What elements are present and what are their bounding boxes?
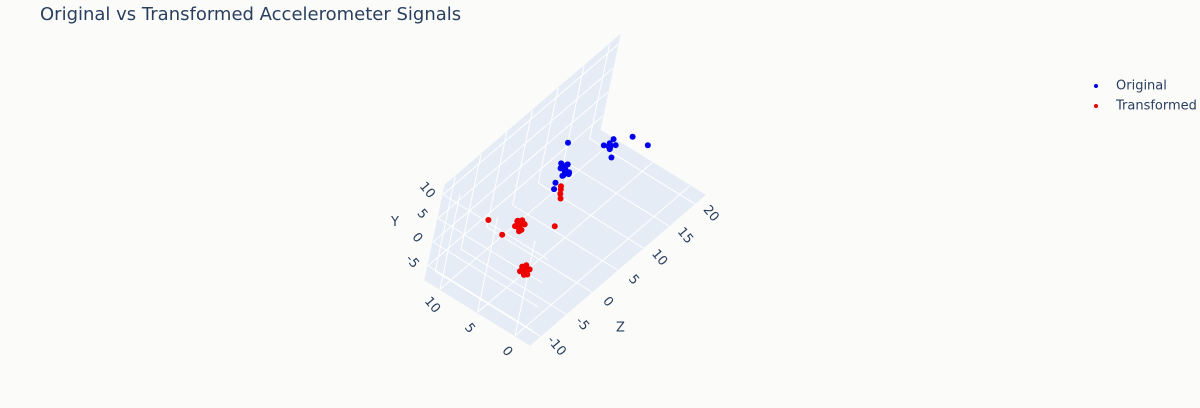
point [600,142,607,149]
point [524,271,531,278]
point [519,266,526,273]
point [612,142,619,149]
grid-line [512,204,618,271]
x-tick-label: 5 [461,321,478,337]
grid-line [537,182,644,249]
chart-title: Original vs Transformed Accelerometer Si… [40,4,461,25]
axis-title: Z [616,321,625,336]
grid-line [435,270,541,337]
point [515,224,522,231]
grid-line [486,131,508,228]
z-tick-label: 20 [700,203,722,225]
grid-line [460,154,482,250]
z-tick-label: -5 [572,314,592,334]
grid-line [442,194,549,260]
point [558,183,564,190]
z-tick-label: -10 [544,333,569,359]
point [551,186,558,193]
point [560,172,567,179]
x-tick-label: 0 [499,344,516,360]
legend-label: Original [1116,79,1167,94]
point [514,217,521,224]
point [499,231,506,238]
point [557,190,564,197]
grid-line [434,176,456,272]
point [557,195,564,202]
grid-line [427,265,534,332]
point [552,179,559,186]
legend-label: Transformed [1115,99,1197,114]
point [565,139,571,146]
y-tick-label: 0 [409,230,426,246]
point [608,154,615,161]
point [565,171,572,178]
grid-line [439,194,461,290]
grid-line [537,87,559,184]
point [629,133,636,140]
grid-line [486,226,593,293]
axis-title: Y [390,215,399,230]
point [526,266,533,273]
grid-line [512,109,533,206]
z-tick-label: 10 [648,247,670,269]
point [610,136,617,143]
z-tick-label: 0 [599,294,616,310]
point [485,216,492,223]
grid-line [563,160,670,227]
legend-marker [1094,104,1098,108]
grid-line [589,43,611,139]
point [605,143,612,150]
legend-marker [1094,84,1098,88]
point [644,142,651,149]
grid-line [432,241,539,308]
y-tick-label: 5 [414,206,431,222]
point [561,163,568,170]
grid-line [460,248,567,315]
point [551,223,558,230]
x-tick-label: 10 [421,294,443,316]
z-tick-label: 5 [625,272,642,288]
y-tick-label: -5 [402,252,422,272]
y-tick-label: 10 [416,179,438,201]
z-tick-label: 15 [674,225,696,247]
